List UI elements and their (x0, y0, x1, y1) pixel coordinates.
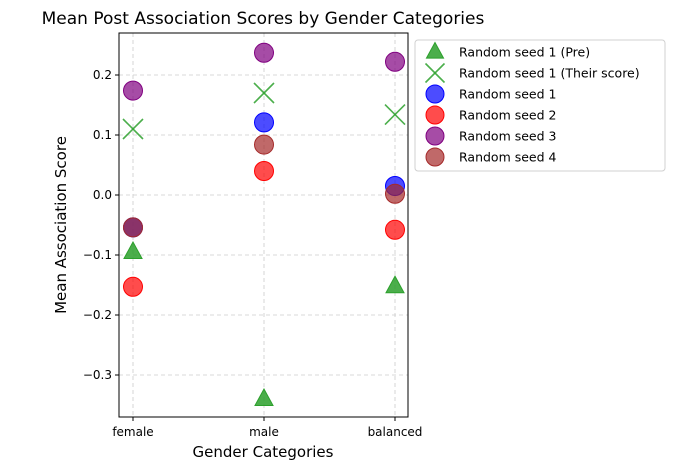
y-axis-label: Mean Association Score (52, 136, 70, 314)
y-tick-label: 0.1 (93, 128, 112, 142)
data-point (123, 240, 143, 259)
data-point (254, 112, 274, 133)
x-tick-label: female (112, 425, 153, 439)
data-point (123, 276, 143, 297)
data-point-stroke (122, 118, 144, 140)
grid-lines (119, 33, 408, 417)
y-tick-label: 0.0 (93, 188, 112, 202)
legend-label: Random seed 1 (459, 87, 556, 102)
data-point (123, 80, 143, 101)
data-point (385, 51, 405, 72)
x-tick-label: male (249, 425, 279, 439)
y-tick-label: −0.3 (83, 368, 112, 382)
legend-label: Random seed 3 (459, 129, 556, 144)
legend-marker (425, 41, 445, 59)
legend-label: Random seed 4 (459, 150, 557, 165)
data-point (254, 42, 274, 63)
legend-marker (425, 147, 445, 167)
data-point-stroke (253, 82, 275, 104)
data-point (254, 387, 274, 406)
legend-marker (425, 105, 445, 125)
data-point (384, 104, 406, 126)
y-tick-label: −0.2 (83, 308, 112, 322)
x-axis-label: Gender Categories (193, 443, 334, 461)
data-point (123, 217, 143, 238)
data-point-stroke (384, 104, 406, 126)
chart-title: Mean Post Association Scores by Gender C… (42, 9, 485, 29)
y-tick-label: 0.2 (93, 68, 112, 82)
plot-area-frame (118, 32, 409, 418)
legend-label: Random seed 1 (Pre) (459, 45, 590, 60)
data-point (253, 82, 275, 104)
legend-marker (425, 126, 445, 146)
data-points (122, 42, 406, 406)
x-axis: female male balanced (112, 417, 422, 439)
y-axis: −0.3 −0.2 −0.1 0.0 0.1 0.2 (83, 68, 119, 382)
data-point (385, 275, 405, 294)
legend-label: Random seed 2 (459, 108, 556, 123)
data-point (122, 118, 144, 140)
legend: Random seed 1 (Pre) Random seed 1 (Their … (414, 39, 666, 172)
y-tick-label: −0.1 (83, 248, 112, 262)
data-point (385, 219, 405, 240)
legend-box (414, 39, 666, 172)
legend-marker (425, 84, 445, 104)
legend-marker-stroke (424, 62, 446, 84)
x-tick-label: balanced (368, 425, 423, 439)
data-point (385, 183, 405, 204)
data-point (254, 161, 274, 181)
legend-label: Random seed 1 (Their score) (459, 66, 640, 81)
data-point (254, 134, 274, 155)
legend-marker (424, 62, 446, 84)
